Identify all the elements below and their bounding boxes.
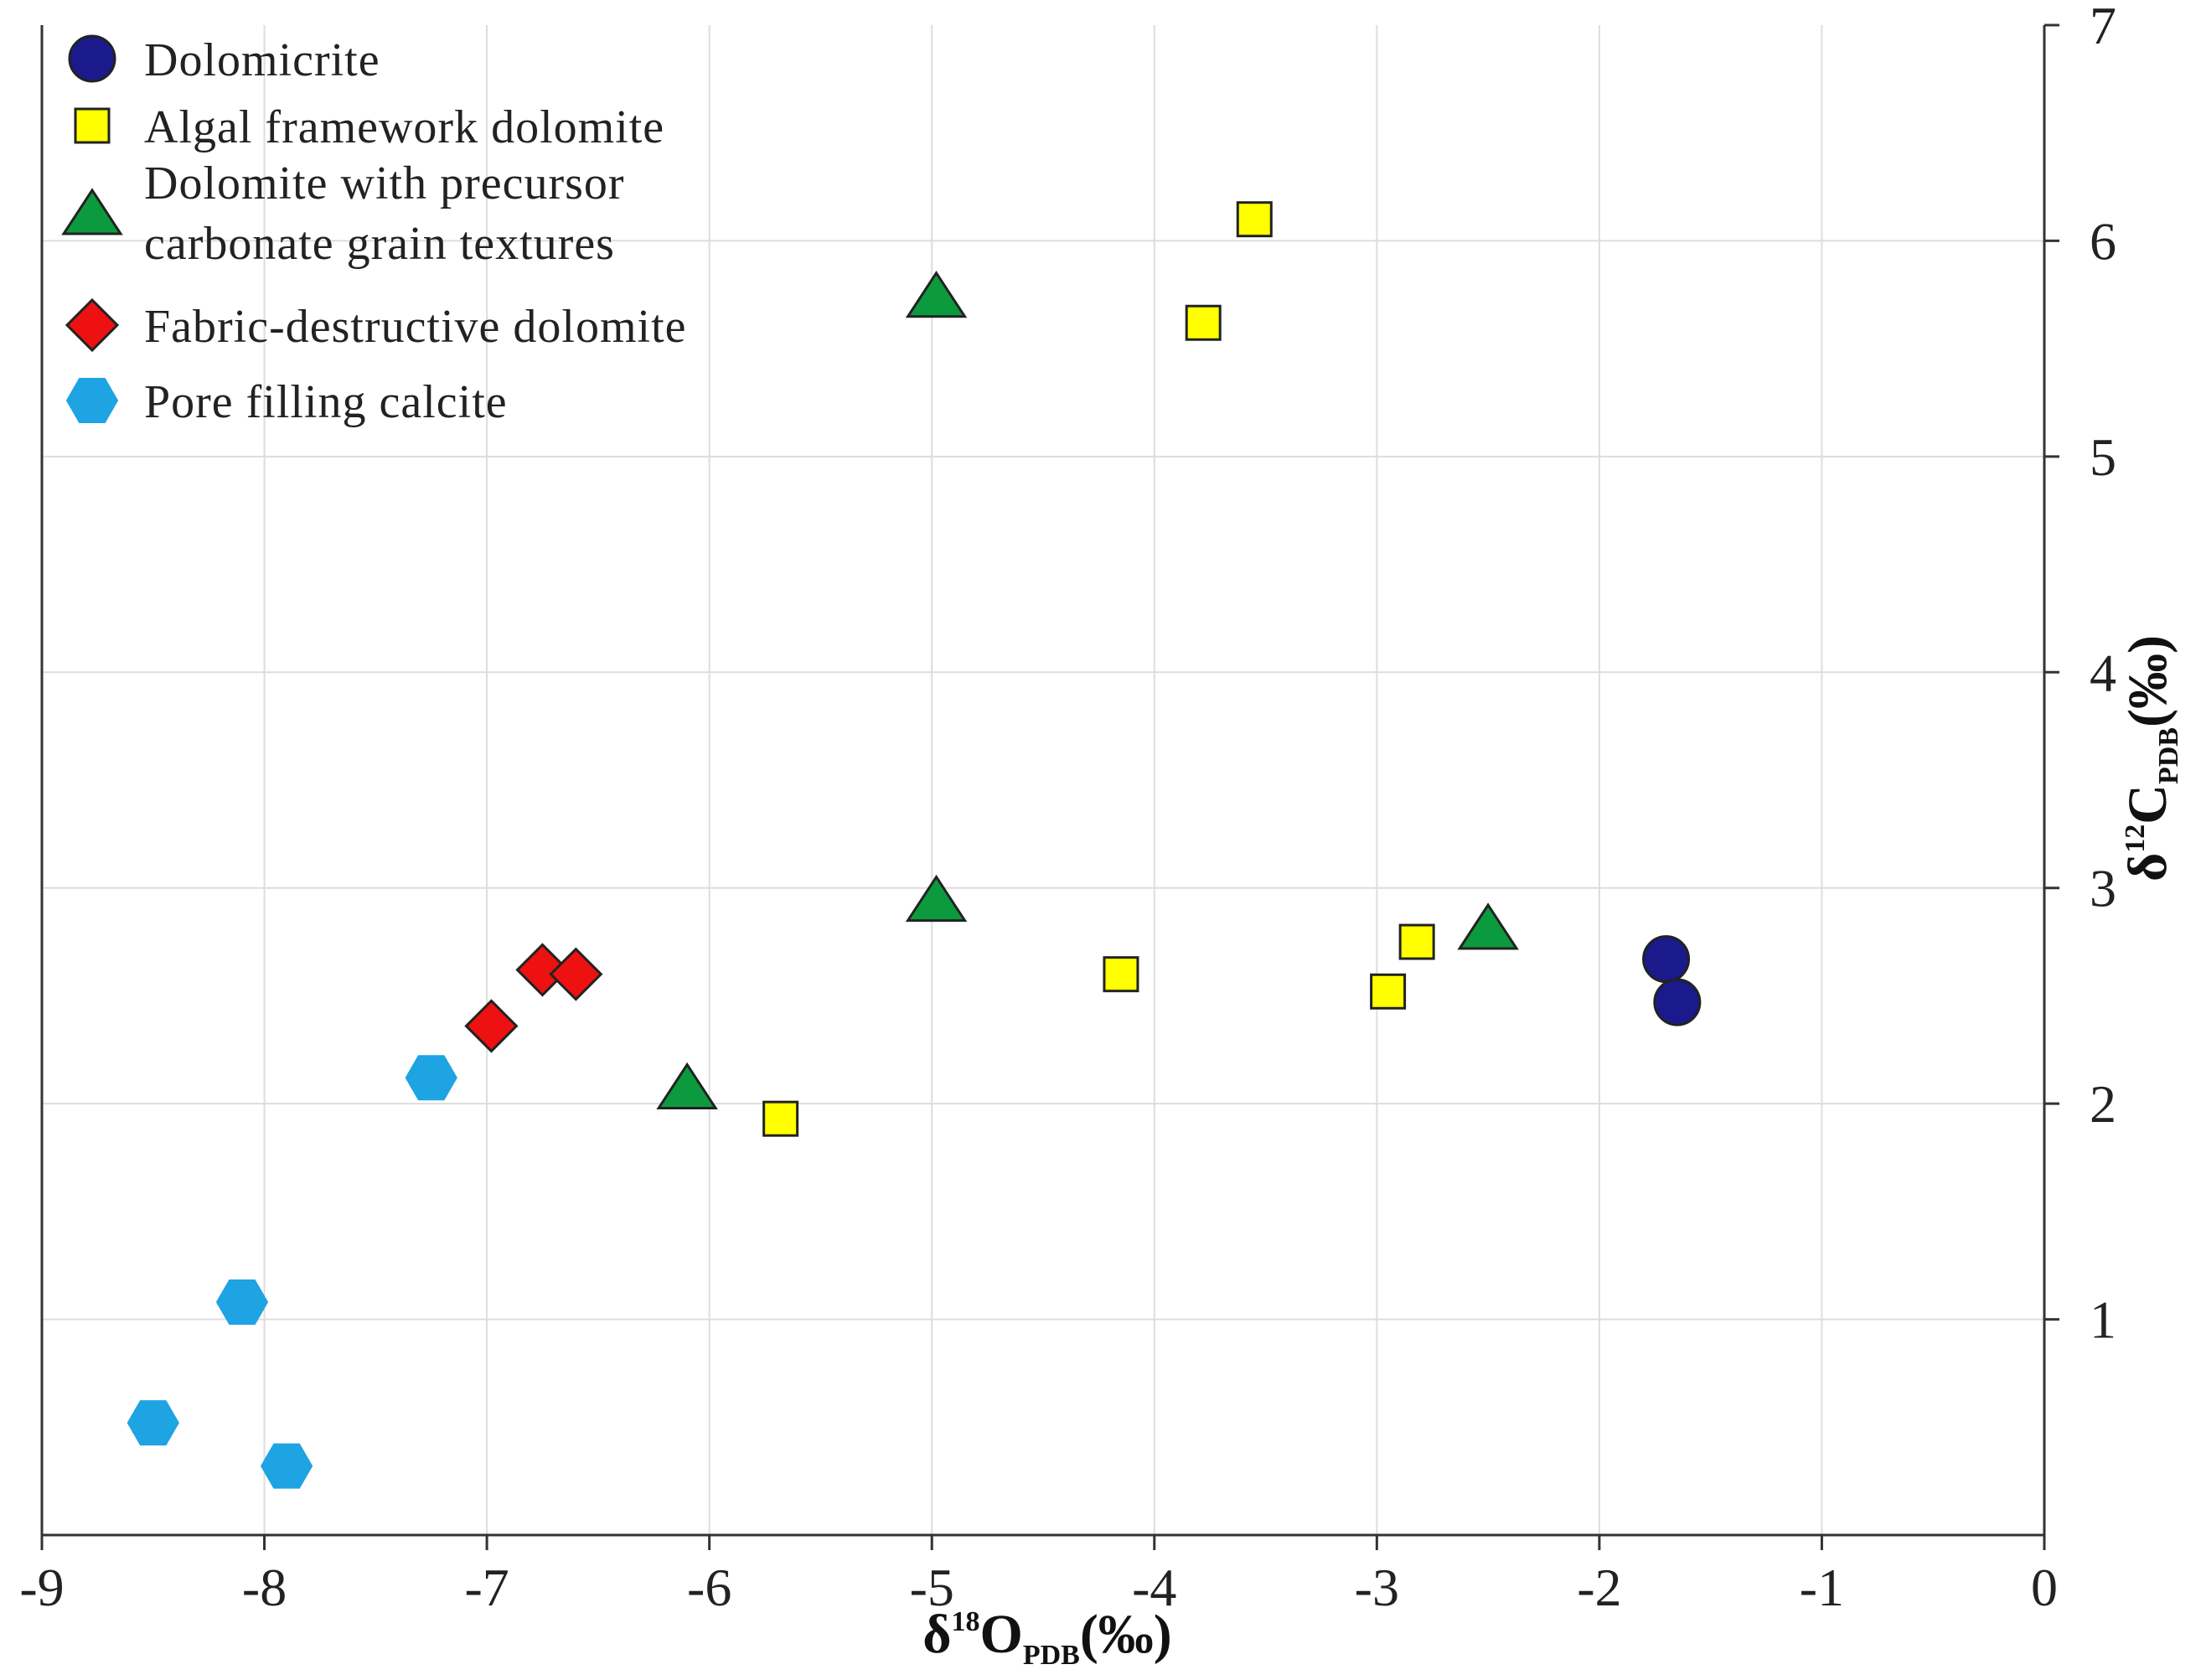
point-dolomite-with-precursor-carbonate-grain-textures bbox=[1457, 902, 1519, 950]
tick-labels: -9 -8 -7 -6 -5 -4 -3 -2 -1 0 1 2 3 4 5 6 7 bbox=[19, 0, 2116, 1617]
legend-label-dolomite-with-precursor-carbonate-grain-textures: Dolomite with precursor carbonate grain t… bbox=[144, 158, 625, 270]
point-pore-filling-calcite bbox=[215, 1279, 269, 1325]
y-tick-label: 3 bbox=[2090, 859, 2116, 918]
point-dolomite-with-precursor-carbonate-grain-textures bbox=[905, 874, 968, 923]
y-tick-label: 7 bbox=[2090, 0, 2116, 55]
legend-marker-dolomite-with-precursor-carbonate-grain-textures bbox=[61, 188, 123, 235]
axis-titles: δ18OPDB(‰) δ12CPDB(‰) bbox=[922, 635, 2184, 1671]
y-tick-label: 1 bbox=[2090, 1290, 2116, 1350]
data-points bbox=[127, 201, 1702, 1489]
legend-marker-pore-filling-calcite bbox=[65, 378, 119, 423]
point-dolomicrite bbox=[1653, 978, 1702, 1026]
legend-marker-dolomicrite bbox=[68, 34, 116, 83]
x-tick-label: -4 bbox=[1132, 1558, 1176, 1617]
point-fabric-destructive-dolomite bbox=[464, 999, 519, 1053]
x-tick-label: -6 bbox=[687, 1558, 731, 1617]
x-tick-label: -3 bbox=[1355, 1558, 1399, 1617]
point-dolomite-with-precursor-carbonate-grain-textures bbox=[905, 271, 968, 318]
point-algal-framework-dolomite bbox=[1103, 956, 1139, 993]
point-algal-framework-dolomite bbox=[1236, 201, 1273, 238]
legend-marker-algal-framework-dolomite bbox=[74, 107, 111, 144]
legend-label-algal-framework-dolomite: Algal framework dolomite bbox=[144, 101, 664, 153]
x-tick-label: -1 bbox=[1800, 1558, 1844, 1617]
legend: Dolomicrite Algal framework dolomiteDolom… bbox=[61, 34, 686, 428]
point-fabric-destructive-dolomite bbox=[549, 947, 603, 1001]
legend-label-fabric-destructive-dolomite: Fabric-destructive dolomite bbox=[144, 301, 686, 353]
x-tick-label: -8 bbox=[242, 1558, 287, 1617]
x-tick-label: -5 bbox=[910, 1558, 954, 1617]
legend-label-dolomicrite: Dolomicrite bbox=[144, 34, 380, 86]
legend-label-pore-filling-calcite: Pore filling calcite bbox=[144, 376, 508, 428]
y-tick-label: 5 bbox=[2090, 427, 2116, 487]
point-algal-framework-dolomite bbox=[1398, 923, 1435, 960]
point-algal-framework-dolomite bbox=[762, 1100, 799, 1137]
point-fabric-destructive-dolomite bbox=[515, 943, 570, 997]
x-tick-label: 0 bbox=[2031, 1558, 2058, 1617]
point-algal-framework-dolomite bbox=[1185, 304, 1222, 341]
x-tick-label: -9 bbox=[19, 1558, 64, 1617]
point-dolomicrite bbox=[1642, 935, 1691, 984]
point-algal-framework-dolomite bbox=[1370, 973, 1407, 1010]
y-tick-label: 4 bbox=[2090, 643, 2116, 702]
legend-marker-fabric-destructive-dolomite bbox=[65, 297, 120, 353]
x-tick-label: -2 bbox=[1577, 1558, 1621, 1617]
point-pore-filling-calcite bbox=[260, 1443, 313, 1489]
grid bbox=[42, 25, 2044, 1535]
x-tick-label: -7 bbox=[464, 1558, 509, 1617]
axes bbox=[40, 23, 2059, 1550]
y-tick-label: 2 bbox=[2090, 1074, 2116, 1134]
point-pore-filling-calcite bbox=[127, 1400, 179, 1446]
y-axis-title: δ12CPDB(‰) bbox=[2117, 635, 2184, 881]
point-pore-filling-calcite bbox=[405, 1055, 457, 1101]
y-tick-label: 6 bbox=[2090, 211, 2116, 271]
point-dolomite-with-precursor-carbonate-grain-textures bbox=[656, 1062, 718, 1110]
x-axis-title: δ18OPDB(‰) bbox=[922, 1604, 1172, 1671]
